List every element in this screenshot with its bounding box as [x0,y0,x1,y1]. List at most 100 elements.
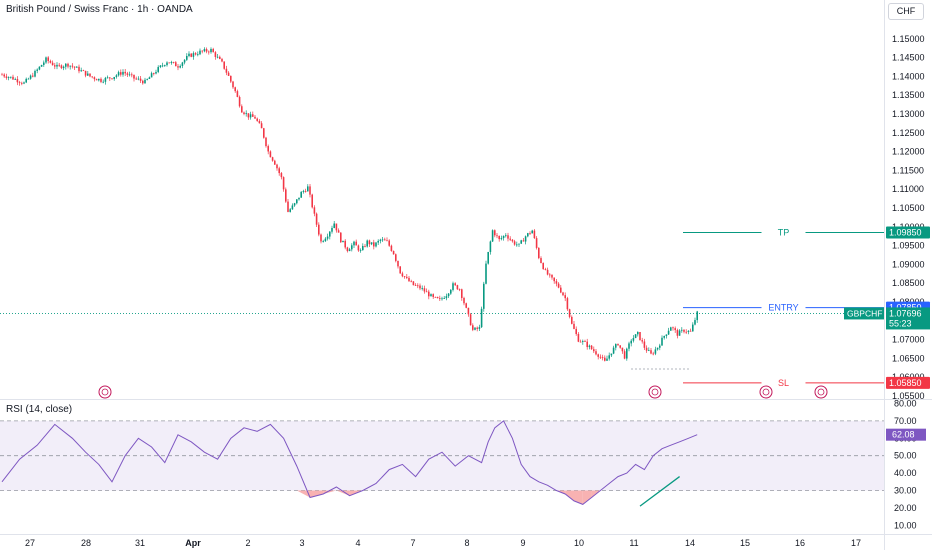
candle-body [245,113,247,115]
candle-body [214,52,217,57]
candle-body [252,114,254,117]
candle-body [219,56,221,59]
candle-body [696,311,698,321]
candle-body [436,296,439,299]
candle-body [650,350,652,354]
candle-body [513,241,516,245]
candle-body [560,287,562,293]
candle-body [670,327,672,331]
candle-body [56,64,58,67]
candle-body [232,81,234,88]
time-tick-label: 9 [520,538,525,548]
candle-body [586,341,588,348]
candle-body [326,236,329,239]
candle-body [604,357,606,361]
candle-body [456,285,459,290]
candle-body [584,341,586,342]
candle-body [476,327,478,329]
candle-body [234,87,236,92]
candle-body [359,250,362,251]
candle-body [148,77,151,79]
candle-body [254,116,256,119]
event-marker-icon[interactable] [759,385,773,399]
candle-body [238,96,241,107]
rsi-trendline [639,476,680,507]
rsi-current-tag-bg [886,428,926,441]
candle-body [434,296,437,298]
sl-tag-bg [886,376,930,389]
candle-body [29,75,32,79]
candle-body [397,260,399,267]
candle-body [395,254,397,261]
candle-body [102,81,104,83]
rsi-tick-label: 10.00 [894,520,917,530]
candle-body [170,62,173,64]
sl-label: SL [778,378,789,388]
candle-body [480,308,483,328]
rsi-oversold-fill [565,490,574,501]
candle-body [183,59,186,63]
candle-body [661,337,663,346]
time-tick-label: Apr [185,538,201,548]
candle-body [21,82,23,84]
candle-body [659,345,661,348]
rsi-title: RSI (14, close) [6,404,73,415]
candle-body [689,330,692,332]
candle-body [115,75,118,77]
candle-body [168,62,170,64]
candle-body [18,82,21,84]
candle-body [71,65,74,67]
candle-body [203,49,206,52]
tp-tag: 1.09850 [889,227,922,237]
candle-body [188,53,190,57]
candle-body [595,351,597,355]
price-tick-label: 1.12000 [892,147,925,157]
candle-body [98,78,100,81]
event-markers[interactable] [98,368,828,399]
candle-body [458,289,461,291]
candle-body [656,347,659,350]
sl-label-bg [761,376,806,389]
candle-body [579,341,582,343]
candle-body [628,343,630,349]
rsi-tick-label: 30.00 [894,485,917,495]
candle-body [654,349,657,354]
candle-body [502,235,505,239]
candle-body [681,329,683,331]
candle-body [472,325,474,330]
candle-body [417,285,419,287]
event-marker-icon[interactable] [98,385,112,399]
candle-body [221,58,223,62]
candle-body [494,230,496,236]
time-axis[interactable]: 27 28 31 Apr 2 3 4 7 8 9 10 11 14 15 16 17 [25,538,861,548]
event-marker-icon[interactable] [648,385,662,399]
candle-body [577,334,580,342]
candle-body [331,227,333,232]
price-tick-label: 1.13000 [892,109,925,119]
candle-body [45,57,47,63]
candle-body [549,274,551,276]
candle-body [626,348,628,359]
candle-body [192,53,195,57]
candle-body [333,223,335,228]
candle-body [23,82,25,84]
candle-body [3,74,5,77]
candle-body [390,245,393,251]
candle-body [106,77,109,79]
candle-body [67,63,69,67]
candle-body [40,64,43,67]
chart-title: British Pound / Swiss Franc · 1h · OANDA [6,4,193,15]
time-tick-label: 27 [25,538,35,548]
candle-body [443,298,445,299]
candle-body [172,62,175,63]
candle-body [313,207,316,214]
candle-body [69,65,71,67]
time-tick-label: 17 [851,538,861,548]
candle-body [531,230,533,234]
currency-button[interactable]: CHF [888,3,924,20]
candle-body [639,331,641,341]
candle-body [571,316,573,324]
candle-body [128,74,131,76]
event-marker-icon[interactable] [814,385,828,399]
